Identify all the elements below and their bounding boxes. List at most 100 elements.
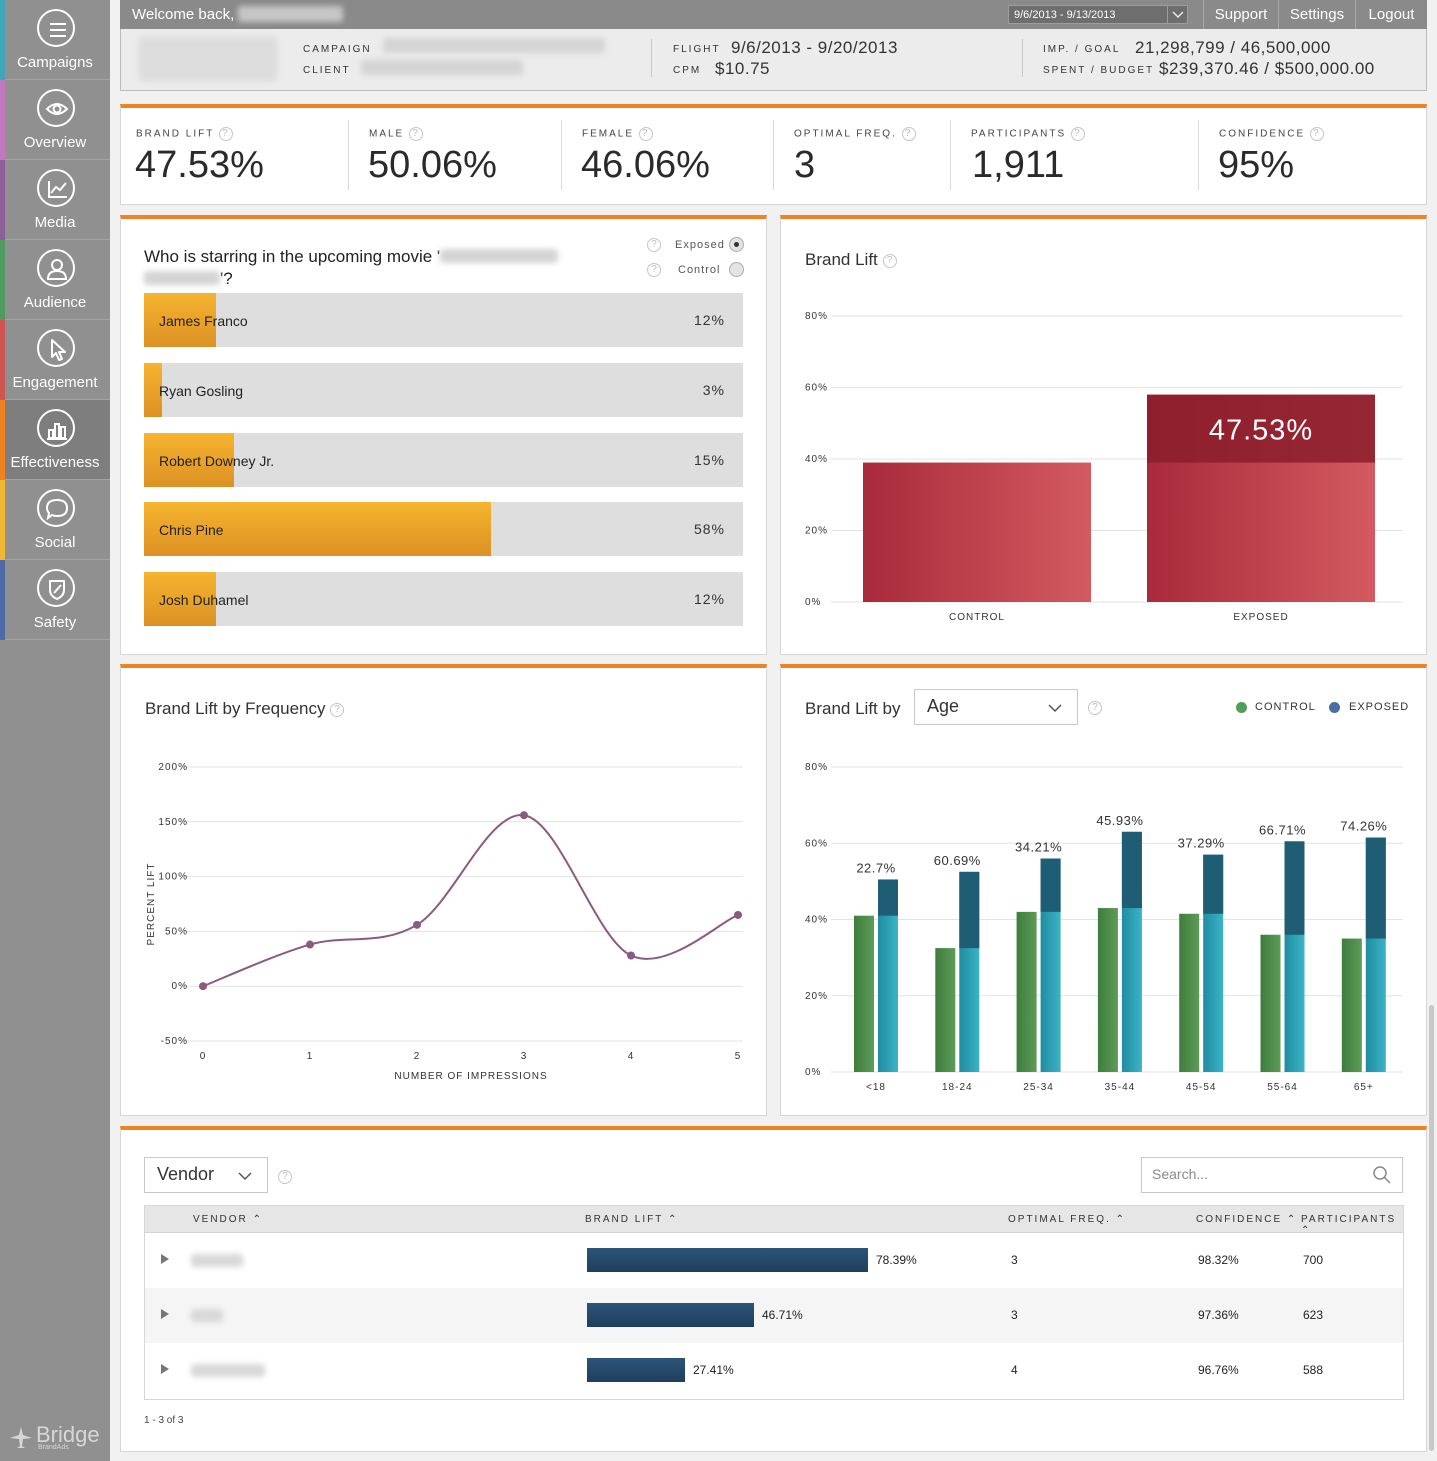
poll-option[interactable]: Chris Pine 58% (144, 502, 743, 557)
breakdown-select-value: Age (927, 696, 960, 716)
control-bar (854, 915, 874, 1072)
support-link[interactable]: Support (1203, 0, 1278, 29)
search-icon[interactable] (1372, 1165, 1392, 1185)
control-bar (1260, 934, 1281, 1072)
y-tick-label: 0% (805, 597, 821, 608)
data-point[interactable] (520, 811, 528, 820)
lift-data-label: 22.7% (856, 860, 895, 875)
lift-data-label: 34.21% (1015, 840, 1062, 855)
column-header-optimal-freq[interactable]: OPTIMAL FREQ. ⌃ (1008, 1214, 1127, 1225)
help-icon[interactable]: ? (218, 127, 233, 141)
group-by-select[interactable]: Vendor (144, 1157, 268, 1193)
nav-accent (0, 80, 5, 160)
welcome-message: Welcome back, (132, 6, 344, 23)
data-point[interactable] (199, 982, 207, 991)
nav-media[interactable]: Media (0, 160, 110, 240)
help-icon[interactable]: ? (647, 263, 661, 277)
nav-overview[interactable]: Overview (0, 80, 110, 160)
data-point[interactable] (734, 910, 742, 919)
search-input[interactable] (1152, 1166, 1352, 1182)
date-range-select[interactable]: 9/6/2013 - 9/13/2013 (1008, 5, 1188, 24)
poll-option[interactable]: Robert Downey Jr. 15% (144, 432, 743, 487)
column-header-confidence[interactable]: CONFIDENCE ⌃ (1196, 1214, 1298, 1225)
search-box (1141, 1157, 1403, 1193)
expand-arrow-icon[interactable] (161, 1309, 169, 1319)
poll-option[interactable]: Josh Duhamel 12% (144, 572, 743, 626)
cpm-value: $10.75 (715, 59, 770, 78)
logo-subtitle: BrandAds (38, 1444, 69, 1451)
kpi-brand-lift: 47.53% (135, 144, 264, 186)
y-tick-label: 50% (165, 926, 188, 937)
x-tick-label: 18-24 (942, 1082, 973, 1093)
help-icon[interactable]: ? (1309, 127, 1324, 141)
optimal-freq-value: 4 (1011, 1363, 1018, 1377)
spent-budget-label: SPENT / BUDGET (1043, 65, 1155, 76)
client-label: CLIENT (303, 65, 351, 76)
x-tick-label: 5 (735, 1051, 742, 1062)
help-icon[interactable]: ? (1088, 701, 1102, 715)
logout-link[interactable]: Logout (1355, 0, 1427, 29)
nav-audience[interactable]: Audience (0, 240, 110, 320)
help-icon[interactable]: ? (901, 127, 916, 141)
help-icon[interactable]: ? (409, 127, 424, 141)
table-row[interactable]: 46.71% 3 97.36% 623 (145, 1288, 1403, 1343)
help-icon[interactable]: ? (647, 238, 661, 252)
scrollbar-thumb[interactable] (1429, 1005, 1434, 1451)
expand-arrow-icon[interactable] (161, 1254, 169, 1264)
eye-icon (37, 89, 75, 127)
lift-segment (878, 879, 898, 916)
shield-icon (37, 569, 75, 607)
legend-exposed-dot (1329, 702, 1340, 713)
flight-value: 9/6/2013 - 9/20/2013 (731, 38, 898, 57)
poll-option[interactable]: James Franco 12% (144, 293, 743, 347)
help-icon[interactable]: ? (1070, 127, 1085, 141)
nav-effectiveness[interactable]: Effectiveness (0, 400, 110, 480)
help-icon[interactable]: ? (278, 1170, 292, 1184)
lift-data-label: 60.69% (934, 853, 981, 868)
logo-name: Bridge (36, 1422, 100, 1447)
data-point[interactable] (627, 951, 635, 960)
help-icon[interactable]: ? (882, 253, 897, 268)
poll-option[interactable]: Ryan Gosling 3% (144, 362, 743, 417)
breakdown-select[interactable]: Age (914, 689, 1078, 725)
movie-title-redacted (440, 249, 559, 263)
kpi-male: 50.06% (368, 144, 497, 186)
settings-link[interactable]: Settings (1278, 0, 1355, 29)
client-name-redacted (361, 60, 523, 75)
nav-safety[interactable]: Safety (0, 560, 110, 640)
x-tick-label: 2 (414, 1051, 421, 1062)
x-tick-label: 45-54 (1186, 1082, 1217, 1093)
column-header-brand-lift[interactable]: BRAND LIFT ⌃ (585, 1214, 679, 1225)
column-header-participants[interactable]: PARTICIPANTS ⌃ (1301, 1214, 1397, 1236)
help-icon[interactable]: ? (638, 127, 653, 141)
nav-accent (0, 560, 5, 640)
campaign-name-redacted (383, 38, 605, 53)
chart-title: Brand Lift by Frequency ? (145, 699, 345, 719)
chart-title: Brand Lift ? (805, 250, 897, 270)
nav-social[interactable]: Social (0, 480, 110, 560)
frequency-card: Brand Lift by Frequency ? -50% 0% 50% 100% 1… (120, 664, 767, 1116)
control-bar (1016, 911, 1037, 1072)
expand-arrow-icon[interactable] (161, 1364, 169, 1374)
lift-data-label: 47.53% (1209, 415, 1313, 447)
table-row[interactable]: 27.41% 4 96.76% 588 (145, 1343, 1403, 1398)
nav-engagement[interactable]: Engagement (0, 320, 110, 400)
help-icon[interactable]: ? (330, 702, 345, 717)
vendor-name-redacted (191, 1364, 265, 1377)
column-header-vendor[interactable]: VENDOR ⌃ (193, 1214, 263, 1225)
spent-budget-value: $239,370.46 / $500,000.00 (1159, 59, 1375, 78)
poll-question-card: Who is starring in the upcoming movie ' … (120, 215, 767, 655)
vendor-card: Vendor ? VENDOR ⌃ BRAND LIFT ⌃ OPTIMAL F… (120, 1126, 1427, 1452)
data-point[interactable] (413, 920, 421, 929)
sort-icon: ⌃ (252, 1214, 263, 1225)
data-point[interactable] (306, 940, 314, 949)
poll-option-fill (144, 502, 491, 557)
poll-option-percent: 3% (702, 381, 725, 398)
y-tick-label: 100% (158, 872, 188, 883)
control-radio[interactable] (729, 262, 744, 277)
table-row[interactable]: 78.39% 3 98.32% 700 (145, 1233, 1403, 1288)
poll-option-fill (144, 572, 216, 626)
exposed-radio[interactable] (729, 237, 744, 252)
x-tick-label: <18 (866, 1082, 886, 1093)
nav-campaigns[interactable]: Campaigns (0, 0, 110, 80)
